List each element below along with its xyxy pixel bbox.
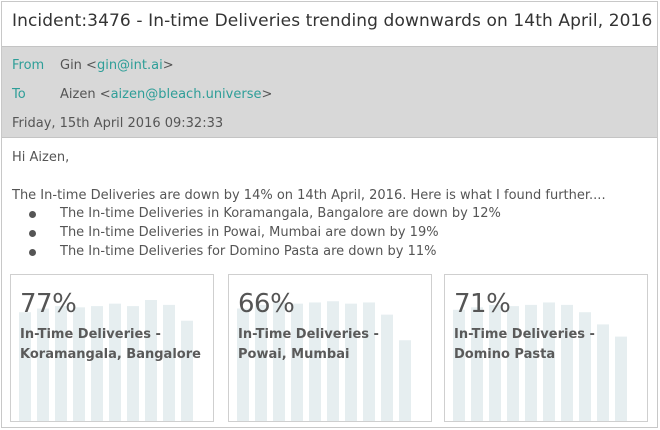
- to-close-bracket: >: [261, 87, 273, 102]
- trend-bar: [237, 308, 249, 421]
- trend-bar: [127, 306, 139, 421]
- to-email-link[interactable]: aizen@bleach.universe: [110, 87, 262, 102]
- trend-bar: [363, 302, 375, 421]
- trend-bar: [597, 324, 609, 421]
- trend-sparkline: [237, 301, 411, 421]
- trend-bar: [55, 306, 67, 421]
- trend-bar: [255, 304, 267, 421]
- trend-bar: [73, 307, 85, 421]
- trend-bar: [543, 302, 555, 421]
- trend-bar: [91, 306, 103, 421]
- email-summary: The In-time Deliveries are down by 14% o…: [12, 188, 606, 203]
- to-name: Aizen <: [60, 87, 111, 102]
- trend-sparkline: [453, 302, 627, 421]
- trend-bar: [561, 304, 573, 421]
- from-row: From Gin <gin@int.ai>: [12, 58, 174, 73]
- trend-bar: [399, 340, 411, 421]
- kpi-label: In-Time Deliveries - Domino Pasta: [454, 327, 595, 362]
- to-row: To Aizen <aizen@bleach.universe>: [12, 87, 272, 102]
- trend-bar: [291, 303, 303, 421]
- from-label: From: [12, 58, 45, 73]
- trend-bar: [507, 306, 519, 421]
- from-close-bracket: >: [162, 58, 174, 73]
- trend-bar: [145, 300, 157, 421]
- email-date: Friday, 15th April 2016 09:32:33: [12, 116, 224, 131]
- from-email-link[interactable]: gin@int.ai: [96, 58, 163, 73]
- trend-bar: [19, 312, 31, 421]
- trend-bar: [327, 301, 339, 421]
- trend-bar: [309, 302, 321, 421]
- bullet-dot-icon: [29, 249, 36, 256]
- trend-bar: [345, 303, 357, 421]
- kpi-value: 66%: [238, 289, 295, 319]
- trend-bar: [471, 307, 483, 421]
- kpi-value: 71%: [454, 289, 511, 319]
- trend-bar: [109, 303, 121, 421]
- kpi-card[interactable]: 66% In-Time Deliveries - Powai, Mumbai: [228, 274, 432, 422]
- bullet-dot-icon: [29, 230, 36, 237]
- trend-sparkline: [19, 300, 193, 421]
- list-item-text: The In-time Deliveries for Domino Pasta …: [60, 244, 437, 259]
- to-label: To: [12, 87, 26, 102]
- trend-bar: [489, 304, 501, 421]
- email-subject: Incident:3476 - In-time Deliveries trend…: [12, 11, 653, 31]
- trend-bar: [163, 304, 175, 421]
- trend-bar: [579, 312, 591, 421]
- trend-bar: [181, 320, 193, 421]
- list-item-text: The In-time Deliveries in Koramangala, B…: [60, 206, 501, 221]
- from-name: Gin <: [60, 58, 97, 73]
- trend-bar: [615, 336, 627, 421]
- kpi-label: In-Time Deliveries - Powai, Mumbai: [238, 327, 379, 362]
- trend-bar: [381, 314, 393, 421]
- trend-bar: [37, 308, 49, 421]
- email-greeting: Hi Aizen,: [12, 150, 70, 165]
- kpi-card[interactable]: 71% In-Time Deliveries - Domino Pasta: [444, 274, 648, 422]
- list-item-text: The In-time Deliveries in Powai, Mumbai …: [60, 225, 439, 240]
- trend-bar: [525, 304, 537, 421]
- kpi-value: 77%: [20, 289, 77, 319]
- bullet-dot-icon: [29, 211, 36, 218]
- trend-bar: [273, 302, 285, 421]
- email-header: From Gin <gin@int.ai> To Aizen <aizen@blea…: [2, 46, 657, 138]
- kpi-label: In-Time Deliveries - Koramangala, Bangal…: [20, 327, 201, 362]
- trend-bar: [453, 309, 465, 421]
- kpi-card[interactable]: 77% In-Time Deliveries - Koramangala, Ba…: [10, 274, 214, 422]
